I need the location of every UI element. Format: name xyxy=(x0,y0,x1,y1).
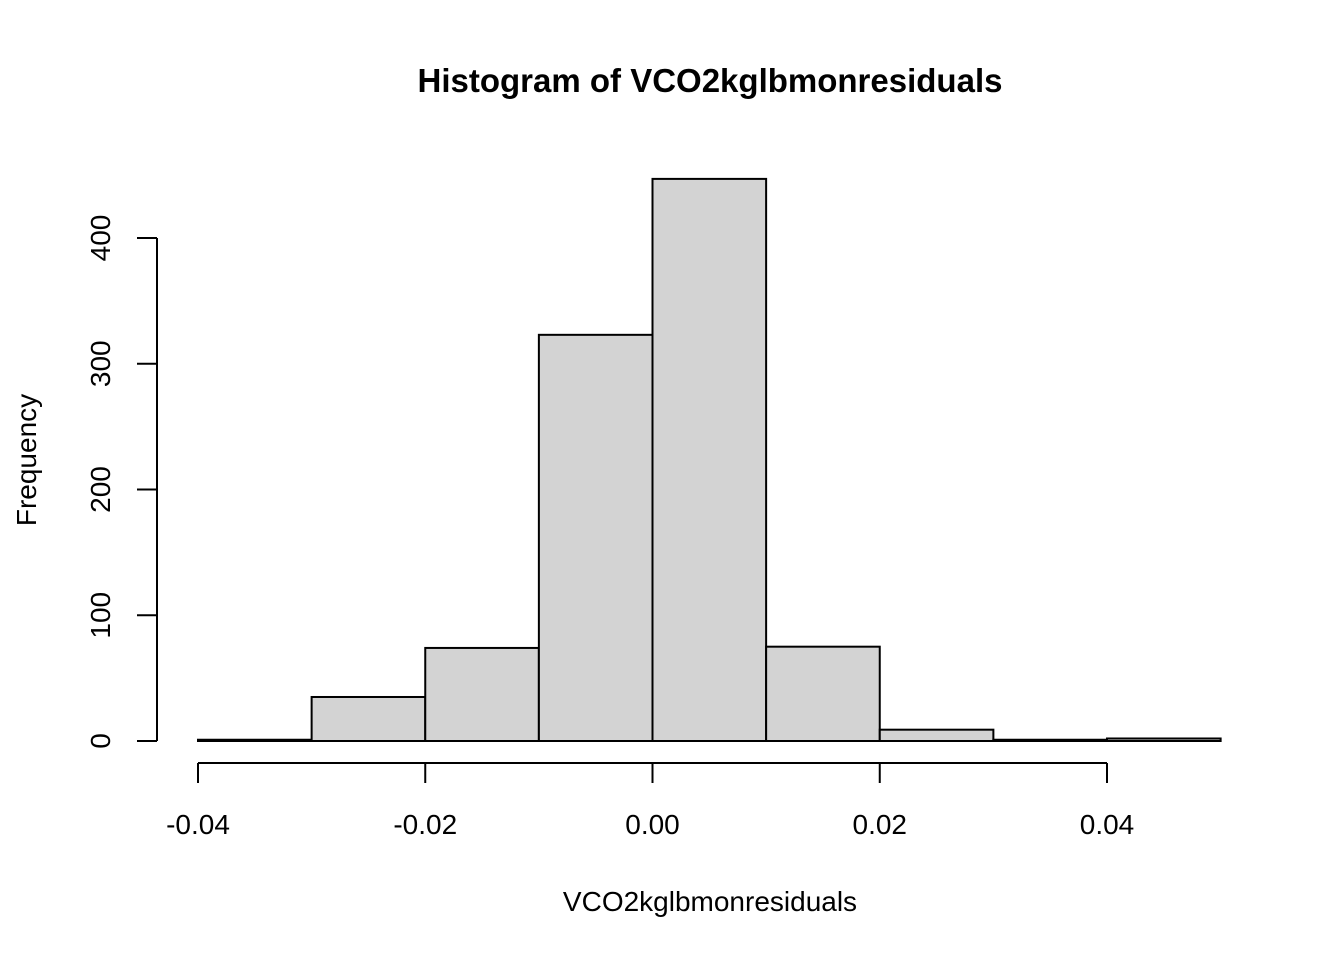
histogram-bar-5 xyxy=(651,177,768,742)
histogram-bar-8 xyxy=(992,738,1108,742)
x-tick-label: 0.04 xyxy=(1080,809,1135,840)
x-axis: -0.04 -0.02 0.00 0.02 0.04 xyxy=(166,762,1135,840)
x-axis-label: VCO2kglbmonresiduals xyxy=(563,886,857,917)
x-tick-label: 0.02 xyxy=(853,809,908,840)
x-tick-label: -0.02 xyxy=(393,809,457,840)
y-tick-label: 300 xyxy=(85,340,116,387)
histogram-bar-2 xyxy=(310,695,427,742)
y-axis-label: Frequency xyxy=(11,394,42,526)
y-tick-label: 200 xyxy=(85,466,116,513)
histogram-bar-1 xyxy=(197,738,313,742)
y-axis: 0 100 200 300 400 xyxy=(85,215,158,749)
x-tick-label: 0.00 xyxy=(625,809,680,840)
histogram-bar-6 xyxy=(765,645,881,742)
histogram-bar-3 xyxy=(424,646,540,743)
y-tick-label: 100 xyxy=(85,592,116,639)
histogram-bars xyxy=(197,177,1222,743)
y-tick-label: 0 xyxy=(85,733,116,749)
histogram-bar-4 xyxy=(537,333,654,742)
histogram-bar-7 xyxy=(878,728,995,742)
y-tick-label: 400 xyxy=(85,215,116,262)
histogram-bar-9 xyxy=(1106,737,1222,742)
chart-title: Histogram of VCO2kglbmonresiduals xyxy=(418,62,1003,99)
x-tick-label: -0.04 xyxy=(166,809,230,840)
